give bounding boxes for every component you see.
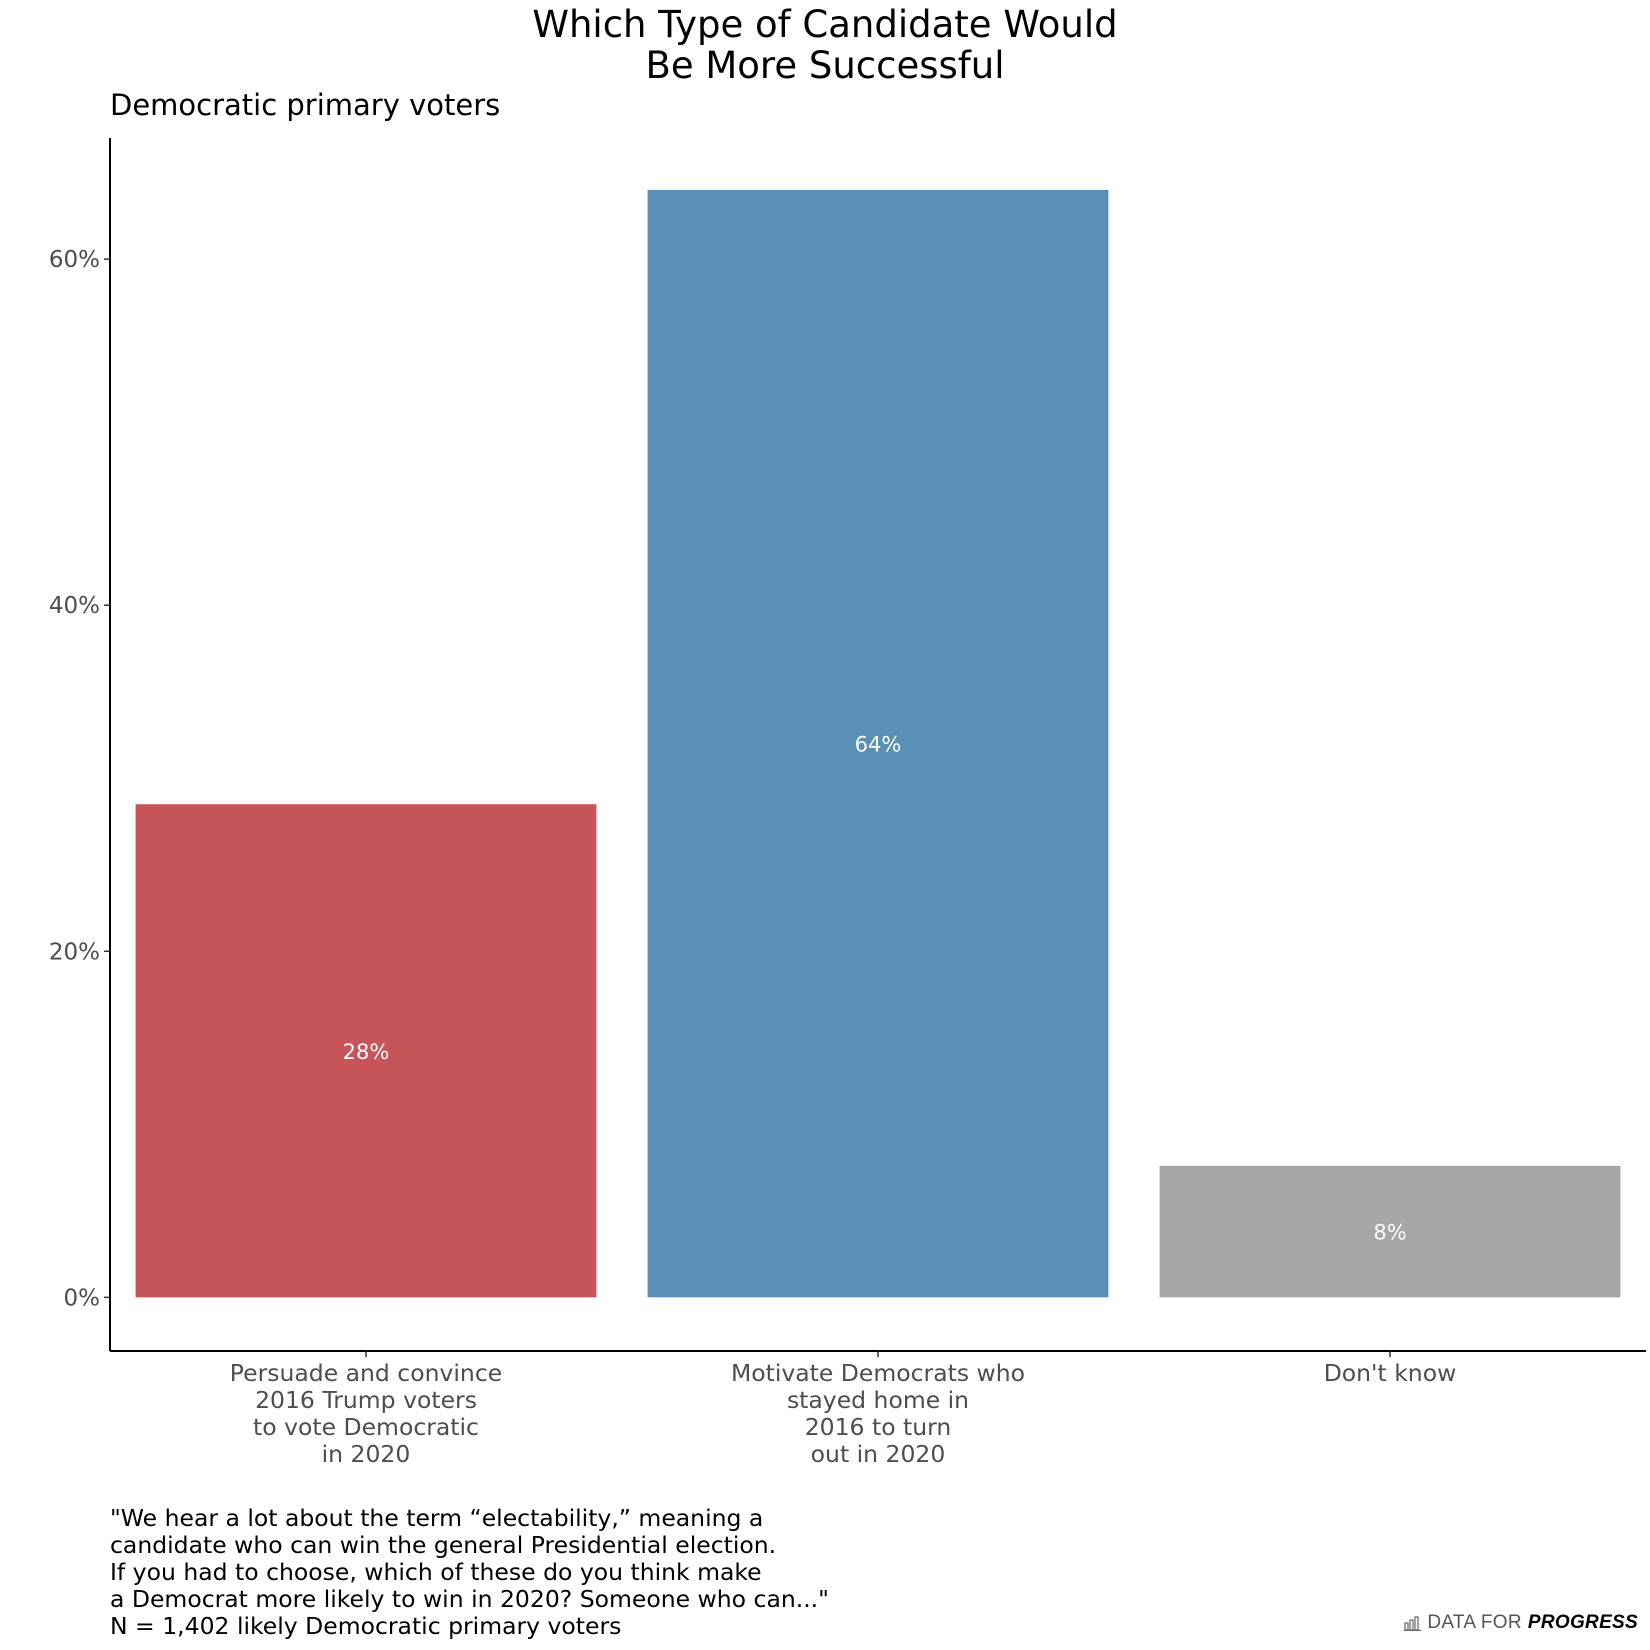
bar xyxy=(135,804,597,1298)
bar xyxy=(647,189,1109,1298)
brand-logo: DATA FOR PROGRESS xyxy=(1404,1612,1638,1634)
x-tick-label: 2016 Trump voters xyxy=(255,1386,477,1414)
x-tick-label: to vote Democratic xyxy=(253,1413,479,1441)
caption: "We hear a lot about the term “electabil… xyxy=(110,1505,829,1640)
x-tick-label: Motivate Democrats who xyxy=(731,1359,1025,1387)
x-tick-label: 2016 to turn xyxy=(805,1413,952,1441)
caption-line-3: If you had to choose, which of these do … xyxy=(110,1558,762,1586)
bar xyxy=(1159,1165,1621,1298)
chart-subtitle: Democratic primary voters xyxy=(110,88,501,122)
chart-title-line-1: Which Type of Candidate Would xyxy=(532,3,1118,46)
y-tick-label: 20% xyxy=(49,939,100,965)
caption-line-4: a Democrat more likely to win in 2020? S… xyxy=(110,1585,829,1613)
chart-title-line-2: Be More Successful xyxy=(645,44,1005,87)
caption-line-5: N = 1,402 likely Democratic primary vote… xyxy=(110,1612,622,1640)
bar-value-label: 8% xyxy=(1373,1221,1406,1245)
brand-bold-text: PROGRESS xyxy=(1527,1612,1638,1633)
chart-title: Which Type of Candidate Would Be More Su… xyxy=(0,4,1650,86)
bar-chart: 0%20%40%60%28%Persuade and convince2016 … xyxy=(49,138,1646,1468)
caption-line-1: "We hear a lot about the term “electabil… xyxy=(110,1504,764,1532)
bar-value-label: 28% xyxy=(343,1040,390,1064)
caption-line-2: candidate who can win the general Presid… xyxy=(110,1531,777,1559)
x-tick-label: stayed home in xyxy=(787,1386,969,1414)
y-tick-label: 60% xyxy=(49,247,100,273)
x-tick-label: Don't know xyxy=(1324,1359,1457,1387)
x-tick-label: out in 2020 xyxy=(811,1440,946,1468)
y-tick-label: 0% xyxy=(64,1285,101,1311)
x-tick-label: in 2020 xyxy=(322,1440,411,1468)
brand-light-text: DATA FOR xyxy=(1427,1612,1522,1633)
x-tick-label: Persuade and convince xyxy=(230,1359,502,1387)
bar-chart-icon xyxy=(1404,1615,1422,1631)
bar-value-label: 64% xyxy=(855,733,902,757)
y-tick-label: 40% xyxy=(49,593,100,619)
